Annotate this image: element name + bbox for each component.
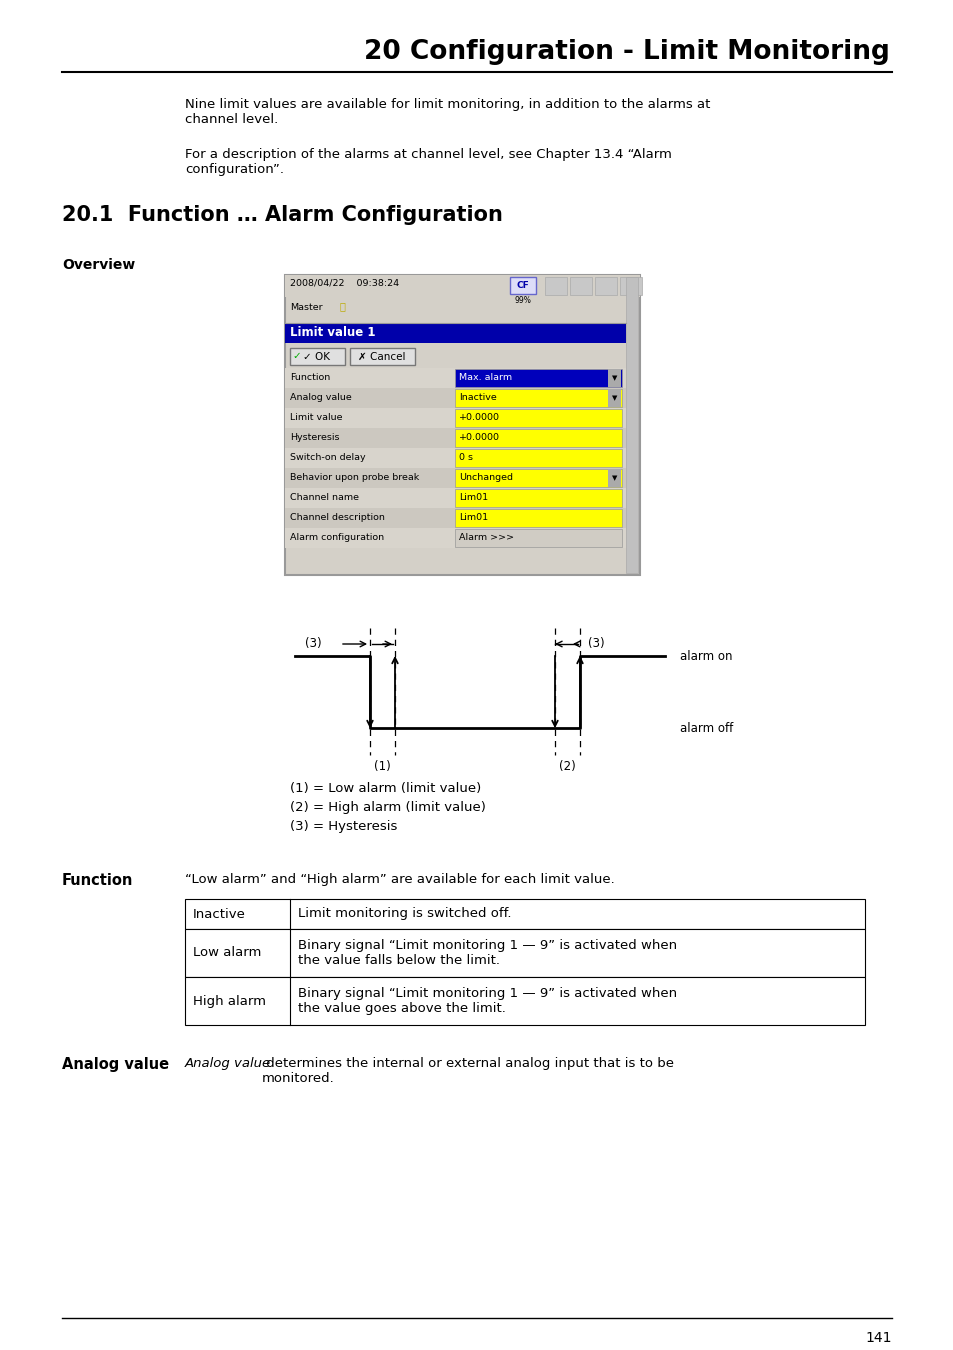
Bar: [185, 977, 864, 1025]
Bar: [285, 528, 625, 548]
Bar: [607, 468, 620, 487]
Text: Binary signal “Limit monitoring 1 — 9” is activated when
the value falls below t: Binary signal “Limit monitoring 1 — 9” i…: [297, 940, 677, 967]
Text: Inactive: Inactive: [193, 907, 246, 921]
Bar: [510, 277, 536, 294]
FancyBboxPatch shape: [350, 348, 415, 364]
Bar: [285, 468, 625, 487]
Text: ✗ Cancel: ✗ Cancel: [358, 351, 405, 362]
Bar: [185, 899, 864, 929]
Bar: [455, 450, 621, 467]
Bar: [285, 323, 625, 343]
Text: Binary signal “Limit monitoring 1 — 9” is activated when
the value goes above th: Binary signal “Limit monitoring 1 — 9” i…: [297, 987, 677, 1015]
Text: (2): (2): [558, 760, 576, 774]
Text: Alarm configuration: Alarm configuration: [290, 533, 384, 543]
FancyBboxPatch shape: [290, 348, 345, 364]
Text: ✓: ✓: [293, 351, 301, 362]
Text: Max. alarm: Max. alarm: [458, 374, 512, 382]
Bar: [455, 409, 621, 427]
Text: Hysteresis: Hysteresis: [290, 433, 339, 443]
Text: High alarm: High alarm: [193, 995, 266, 1007]
Text: (3): (3): [587, 637, 604, 651]
Bar: [607, 369, 620, 387]
Text: Lim01: Lim01: [458, 513, 488, 522]
Bar: [455, 509, 621, 526]
Text: 20.1  Function … Alarm Configuration: 20.1 Function … Alarm Configuration: [62, 205, 502, 225]
Bar: [455, 489, 621, 508]
Text: (2) = High alarm (limit value): (2) = High alarm (limit value): [290, 801, 485, 814]
Text: 141: 141: [864, 1331, 891, 1345]
Text: 🔒: 🔒: [339, 301, 346, 310]
Text: Low alarm: Low alarm: [193, 946, 261, 960]
Bar: [607, 389, 620, 406]
Bar: [285, 275, 639, 297]
Text: Limit value: Limit value: [290, 413, 342, 423]
Bar: [285, 387, 625, 408]
Text: CF: CF: [517, 281, 529, 290]
Text: Analog value: Analog value: [62, 1057, 169, 1072]
Text: Switch-on delay: Switch-on delay: [290, 454, 365, 463]
Text: “Low alarm” and “High alarm” are available for each limit value.: “Low alarm” and “High alarm” are availab…: [185, 873, 614, 886]
Bar: [455, 389, 621, 406]
Text: +0.0000: +0.0000: [458, 413, 499, 423]
Text: (3) = Hysteresis: (3) = Hysteresis: [290, 819, 397, 833]
Text: Alarm >>>: Alarm >>>: [458, 533, 514, 543]
Bar: [455, 369, 621, 387]
Text: Overview: Overview: [62, 258, 135, 271]
Text: Unchanged: Unchanged: [458, 474, 513, 482]
Text: (3): (3): [305, 637, 321, 651]
Text: Nine limit values are available for limit monitoring, in addition to the alarms : Nine limit values are available for limi…: [185, 99, 710, 126]
Bar: [455, 529, 621, 547]
Text: (1): (1): [374, 760, 391, 774]
Text: Behavior upon probe break: Behavior upon probe break: [290, 474, 418, 482]
Text: ▼: ▼: [612, 396, 617, 401]
Text: 0 s: 0 s: [458, 454, 473, 463]
Bar: [595, 277, 617, 296]
Text: ▼: ▼: [612, 475, 617, 481]
Bar: [285, 508, 625, 528]
Bar: [285, 448, 625, 468]
Text: alarm off: alarm off: [679, 721, 733, 734]
Bar: [285, 428, 625, 448]
Text: Function: Function: [290, 374, 330, 382]
Text: Limit value 1: Limit value 1: [290, 327, 375, 339]
Text: alarm on: alarm on: [679, 649, 732, 663]
Bar: [285, 369, 625, 387]
Text: ✓ OK: ✓ OK: [303, 351, 330, 362]
Bar: [285, 408, 625, 428]
Text: Analog value: Analog value: [290, 393, 352, 402]
Text: ▼: ▼: [612, 375, 617, 381]
Text: For a description of the alarms at channel level, see Chapter 13.4 “Alarm
config: For a description of the alarms at chann…: [185, 148, 671, 176]
Text: 20 Configuration - Limit Monitoring: 20 Configuration - Limit Monitoring: [364, 39, 889, 65]
Text: Analog value: Analog value: [185, 1057, 271, 1071]
Bar: [619, 277, 641, 296]
Bar: [185, 929, 864, 977]
Text: Lim01: Lim01: [458, 494, 488, 502]
Bar: [285, 487, 625, 508]
Text: Channel description: Channel description: [290, 513, 384, 522]
Bar: [569, 277, 592, 296]
Text: (1) = Low alarm (limit value): (1) = Low alarm (limit value): [290, 782, 480, 795]
Bar: [285, 275, 639, 575]
Text: Function: Function: [62, 873, 133, 888]
Text: 99%: 99%: [514, 296, 531, 305]
Text: Channel name: Channel name: [290, 494, 358, 502]
Bar: [455, 468, 621, 487]
Text: Inactive: Inactive: [458, 393, 497, 402]
Bar: [455, 429, 621, 447]
Bar: [544, 277, 566, 296]
Text: determines the internal or external analog input that is to be
monitored.: determines the internal or external anal…: [262, 1057, 673, 1085]
Text: Limit monitoring is switched off.: Limit monitoring is switched off.: [297, 907, 511, 921]
Bar: [625, 277, 638, 572]
Text: Master: Master: [290, 302, 322, 312]
Text: 2008/04/22    09:38:24: 2008/04/22 09:38:24: [290, 278, 398, 288]
Text: +0.0000: +0.0000: [458, 433, 499, 443]
